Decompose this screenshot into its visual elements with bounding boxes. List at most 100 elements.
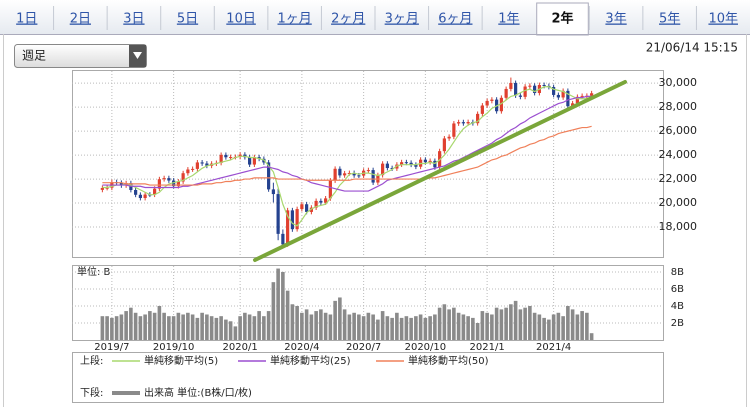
tab[interactable]: 3ヶ月: [385, 12, 419, 27]
volume-bar: [100, 316, 105, 340]
volume-bar: [361, 316, 366, 340]
volume-bar: [414, 316, 418, 340]
candle-body: [414, 164, 418, 167]
legend-box: [72, 352, 664, 403]
tab[interactable]: 5日: [177, 12, 198, 27]
volume-bar: [442, 304, 447, 340]
volume-bar: [466, 316, 470, 340]
volume-bar: [480, 311, 485, 340]
candle-body: [480, 105, 484, 114]
candle-body: [286, 210, 290, 245]
volume-bar: [561, 316, 565, 340]
volume-bar: [376, 319, 380, 340]
y-tick-label: 30,000: [659, 76, 698, 89]
tab[interactable]: 3日: [123, 12, 144, 27]
candle-body: [295, 209, 299, 230]
candle-body: [552, 87, 556, 95]
volume-bar: [143, 314, 147, 340]
tab[interactable]: 10日: [226, 12, 256, 27]
y-tick-label: 8B: [671, 267, 684, 278]
candle-body: [186, 169, 190, 174]
volume-bar: [319, 309, 323, 340]
y-tick-label: 2B: [671, 318, 684, 329]
volume-bar: [252, 316, 257, 340]
candle-body: [404, 162, 408, 164]
volume-bar: [276, 268, 280, 340]
candle-body: [423, 159, 427, 163]
candle-body: [271, 189, 275, 195]
tab[interactable]: 6ヶ月: [438, 12, 472, 27]
volume-bar: [281, 271, 285, 340]
legend-label: 単純移動平均(25): [270, 354, 351, 367]
candle-body: [561, 90, 565, 98]
candle-body: [409, 162, 413, 165]
candle-body: [428, 160, 432, 163]
volume-bar: [471, 317, 475, 340]
volume-bar: [551, 314, 556, 340]
dropdown-box[interactable]: [14, 44, 147, 68]
volume-bar: [347, 314, 352, 340]
volume-bar: [328, 314, 333, 340]
volume-bar: [105, 316, 109, 340]
volume-bar: [214, 317, 219, 340]
tab[interactable]: 3年: [605, 12, 626, 27]
volume-bar: [295, 305, 299, 340]
candle-body: [305, 204, 309, 212]
candle-body: [100, 187, 104, 190]
legend-label: 単純移動平均(50): [408, 354, 489, 367]
volume-bar: [181, 314, 185, 340]
moving-average-line: [102, 86, 592, 227]
tab[interactable]: 2日: [70, 12, 91, 27]
candle-body: [509, 82, 513, 89]
volume-bar: [428, 316, 432, 340]
volume-bar: [585, 312, 589, 340]
volume-bar: [209, 316, 214, 340]
volume-bar: [167, 316, 171, 340]
volume-bar: [138, 316, 143, 340]
volume-bar: [556, 312, 561, 340]
y-tick-label: 18,000: [659, 220, 698, 233]
volume-bar: [200, 312, 204, 340]
volume-bar: [110, 317, 114, 340]
candle-body: [542, 84, 546, 86]
candle-body: [466, 122, 470, 124]
candle-body: [514, 82, 518, 96]
volume-bar: [357, 314, 361, 340]
tab[interactable]: 2年: [551, 11, 573, 27]
volume-bar: [461, 314, 466, 340]
x-tick-label: 2020/1: [223, 342, 258, 353]
candle-body: [267, 162, 271, 190]
legend-title: 下段:: [80, 386, 103, 399]
volume-bar: [119, 314, 124, 340]
volume-bar: [114, 316, 119, 340]
dropdown[interactable]: 週足: [14, 44, 147, 68]
tab[interactable]: 2ヶ月: [331, 12, 365, 27]
volume-bar: [580, 311, 584, 340]
y-tick-label: 24,000: [659, 148, 698, 161]
tab[interactable]: 10年: [708, 12, 738, 27]
dropdown-label[interactable]: 週足: [22, 49, 46, 63]
tab-selected[interactable]: [536, 2, 589, 36]
dropdown-arrow: [133, 52, 142, 59]
candle-body: [357, 175, 361, 177]
volume-bar: [409, 317, 413, 340]
x-tick-label: 2021/1: [470, 342, 505, 353]
volume-bar: [323, 312, 328, 340]
candle-body: [571, 103, 575, 107]
candle-body: [499, 97, 503, 112]
tab[interactable]: 1日: [16, 12, 37, 27]
volume-bar: [238, 316, 242, 340]
volume-bar: [385, 316, 390, 340]
tab[interactable]: 1ヶ月: [278, 12, 312, 27]
y-tick-label: 6B: [671, 284, 684, 295]
candle-body: [385, 163, 389, 169]
tab[interactable]: 1年: [498, 12, 519, 27]
volume-bar: [342, 309, 347, 340]
volume-bar: [485, 312, 489, 340]
candle-body: [219, 154, 223, 163]
volume-bar: [257, 311, 261, 340]
x-tick-label: 2020/10: [405, 342, 447, 353]
volume-bar: [518, 309, 523, 340]
candle-body: [575, 96, 579, 104]
tab[interactable]: 5年: [659, 12, 680, 27]
